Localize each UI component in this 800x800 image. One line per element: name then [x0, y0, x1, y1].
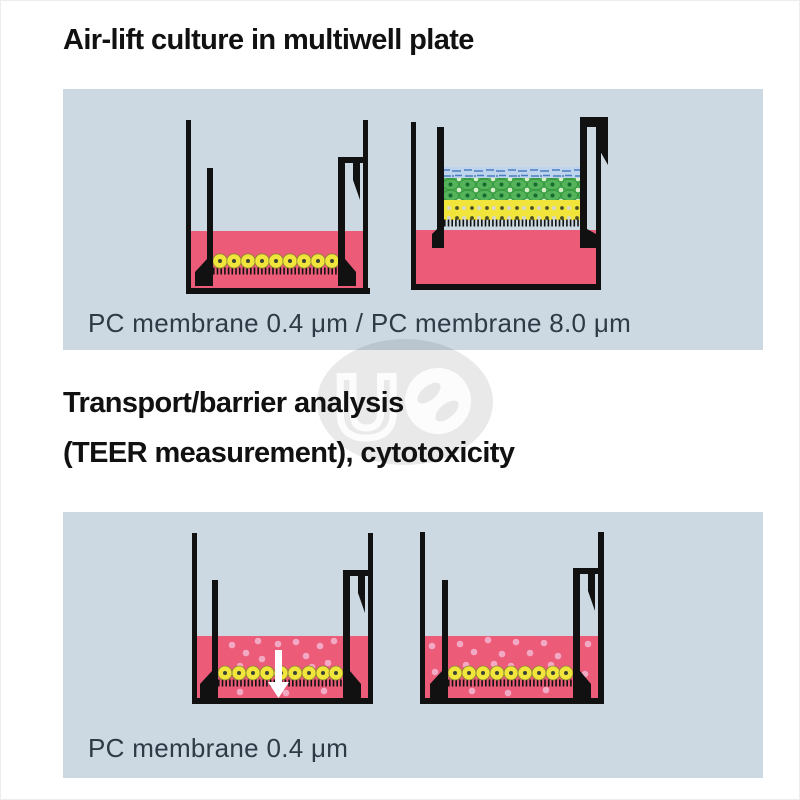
title-transport-line1: Transport/barrier analysis — [63, 387, 404, 419]
well-walls — [420, 532, 604, 704]
cornified-layer — [444, 167, 580, 178]
section-title-airlift: Air-lift culture in multiwell plate — [63, 24, 474, 56]
tracer-particles — [428, 636, 592, 697]
well-diagram-transport-assay — [192, 533, 373, 704]
panel-transport-analysis — [63, 512, 763, 778]
cell-monolayer — [217, 665, 344, 681]
well-diagram-airlift-culture — [411, 117, 608, 290]
well-diagram-submerged-culture — [186, 120, 370, 294]
insert-hanger — [343, 570, 368, 576]
transport-arrow-down-icon — [268, 650, 289, 698]
well-walls — [411, 122, 601, 290]
well-walls — [192, 533, 373, 704]
well-diagram-cytotoxicity-assay — [420, 532, 604, 704]
basal-cell-layer — [444, 200, 580, 220]
title-transport-line2: (TEER measurement), cytotoxicity — [63, 437, 515, 469]
stratified-cell-layers — [444, 167, 580, 220]
cell-monolayer — [212, 253, 340, 269]
caption-membrane-transport: PC membrane 0.4 μm — [88, 733, 349, 763]
culture-insert — [195, 157, 363, 286]
cell-monolayer — [447, 665, 574, 681]
insert-hanger — [573, 568, 598, 574]
suprabasal-cell-layer — [444, 178, 580, 200]
well-walls — [186, 120, 370, 294]
caption-membrane-airlift: PC membrane 0.4 μm / PC membrane 8.0 μm — [88, 308, 632, 338]
section-title-transport: Transport/barrier analysis (TEER measure… — [63, 378, 515, 478]
insert-hanger — [580, 117, 608, 127]
culture-insert — [430, 568, 598, 698]
insert-hanger — [338, 157, 363, 163]
culture-insert — [432, 117, 608, 248]
culture-insert — [200, 570, 368, 698]
culture-medium — [416, 230, 596, 284]
